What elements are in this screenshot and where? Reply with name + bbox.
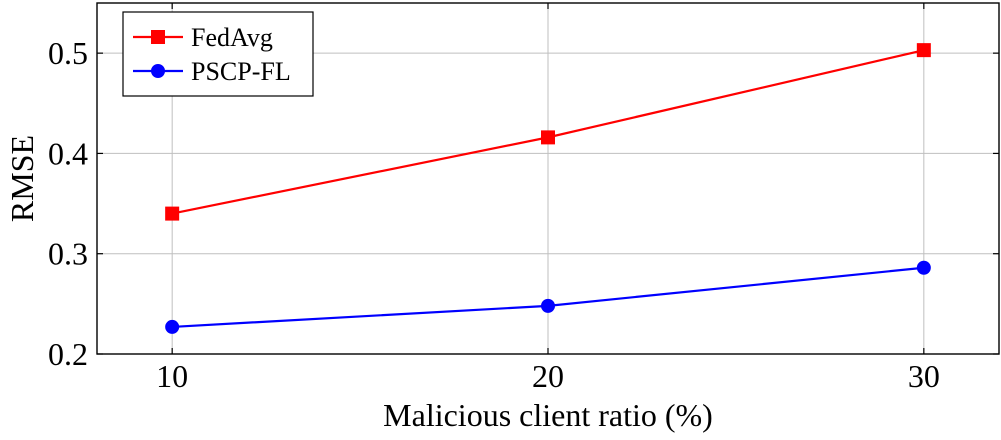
legend-label: FedAvg <box>191 23 273 52</box>
y-tick-label: 0.5 <box>48 35 88 71</box>
y-tick-label: 0.2 <box>48 336 88 372</box>
data-point-fedavg <box>916 43 931 58</box>
ticks: 0.2 0.3 0.4 0.5 10 20 30 <box>48 3 999 394</box>
y-axis-label: RMSE <box>4 135 40 222</box>
data-point-pscp-fl <box>541 298 555 313</box>
series-pscp-fl <box>165 260 931 334</box>
data-point-fedavg <box>165 206 180 221</box>
y-tick-label: 0.3 <box>48 236 88 272</box>
data-point-pscp-fl <box>916 260 931 275</box>
x-tick-label: 20 <box>532 358 564 394</box>
x-axis-label: Malicious client ratio (%) <box>383 397 713 433</box>
series-layer <box>165 43 931 334</box>
series-fedavg <box>165 43 931 221</box>
x-tick-label: 10 <box>156 358 188 394</box>
legend-marker-pscp-fl <box>151 64 165 78</box>
legend-label: PSCP-FL <box>191 57 291 86</box>
data-point-pscp-fl <box>165 319 180 334</box>
data-point-fedavg <box>541 130 555 145</box>
legend-marker-fedavg <box>151 30 165 44</box>
legend-item-fedavg: FedAvg <box>133 23 273 52</box>
legend-box <box>122 11 314 97</box>
y-tick-label: 0.4 <box>48 135 88 171</box>
legend-item-pscp-fl: PSCP-FL <box>133 57 291 86</box>
legend: FedAvg PSCP-FL <box>122 11 314 97</box>
x-tick-label: 30 <box>908 358 940 394</box>
